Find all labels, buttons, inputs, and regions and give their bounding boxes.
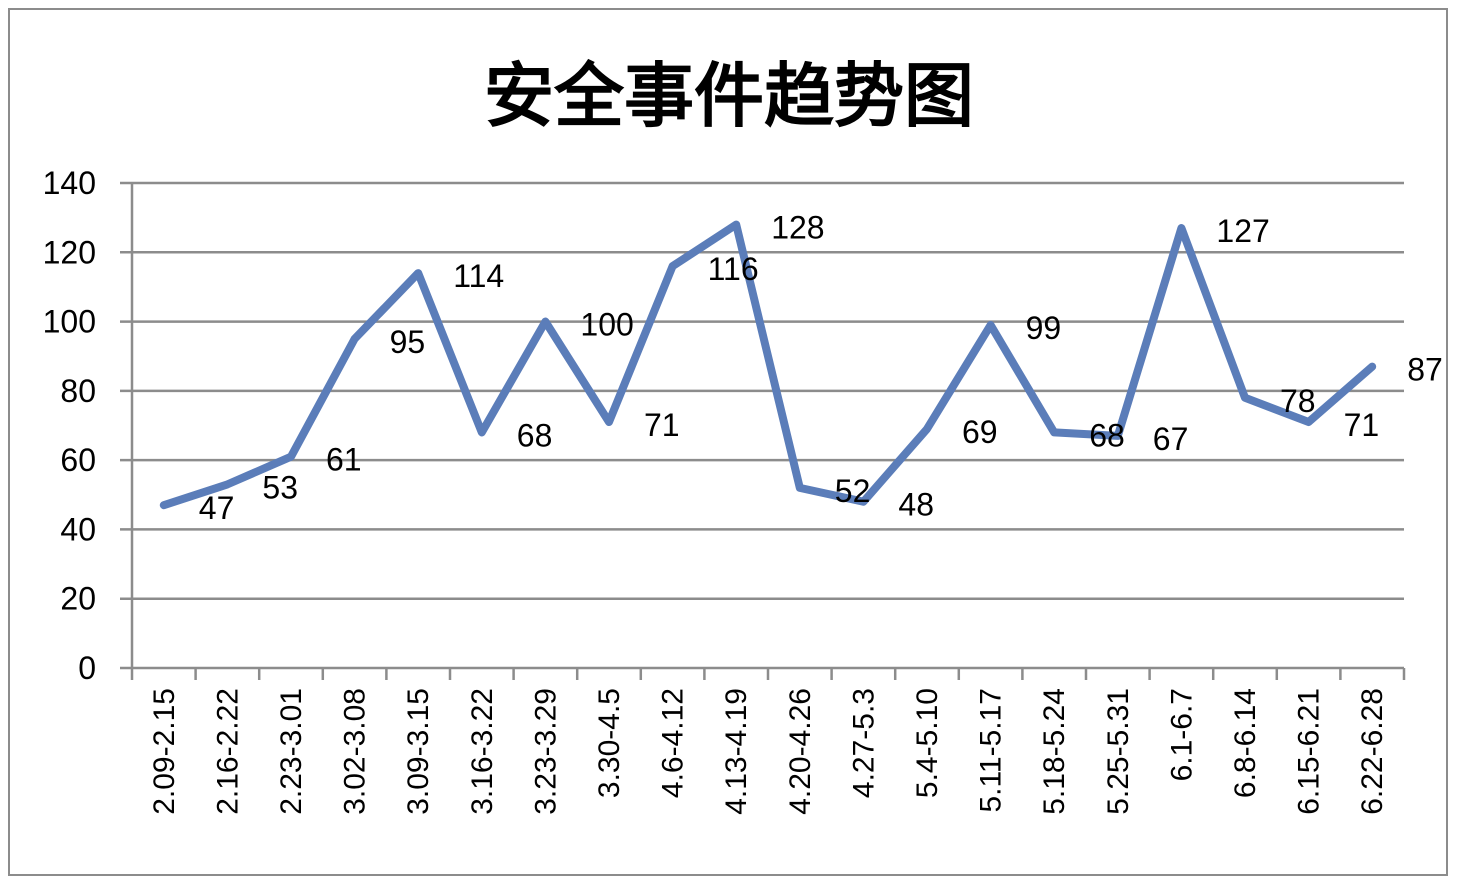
y-tick-label: 60	[60, 442, 96, 478]
data-label: 78	[1280, 383, 1316, 419]
x-tick-label: 3.02-3.08	[339, 688, 372, 815]
x-tick-label: 2.23-3.01	[275, 688, 308, 815]
y-tick-label: 140	[43, 165, 96, 201]
data-label: 48	[898, 487, 934, 523]
x-tick-label: 5.18-5.24	[1038, 688, 1071, 815]
x-tick-label: 5.4-5.10	[911, 688, 944, 798]
x-tick-label: 3.09-3.15	[402, 688, 435, 815]
data-label: 69	[962, 414, 998, 450]
x-tick-label: 4.27-5.3	[847, 688, 880, 798]
data-label: 47	[199, 490, 235, 526]
data-label: 87	[1407, 352, 1443, 388]
data-label: 116	[708, 251, 759, 287]
x-tick-label: 2.09-2.15	[148, 688, 181, 815]
data-label: 127	[1216, 213, 1269, 249]
x-tick-label: 4.20-4.26	[784, 688, 817, 815]
x-tick-label: 6.1-6.7	[1165, 688, 1198, 781]
data-label: 68	[517, 417, 553, 453]
data-label: 67	[1153, 421, 1189, 457]
data-label: 71	[1344, 407, 1380, 443]
series-line	[159, 220, 1377, 510]
x-tick-label: 5.11-5.17	[975, 688, 1008, 813]
x-tick-label: 4.6-4.12	[657, 688, 690, 798]
y-tick-label: 80	[60, 373, 96, 409]
x-tick-label: 3.23-3.29	[529, 688, 562, 815]
data-label: 53	[262, 469, 298, 505]
y-tick-label: 120	[43, 234, 96, 270]
data-label: 52	[835, 473, 871, 509]
data-label: 71	[644, 407, 680, 443]
data-label: 61	[326, 442, 362, 478]
y-tick-label: 0	[78, 650, 96, 686]
x-tick-label: 6.15-6.21	[1293, 688, 1326, 815]
data-label: 68	[1089, 417, 1125, 453]
data-label: 128	[771, 210, 824, 246]
chart-frame	[8, 8, 1448, 876]
x-tick-label: 3.16-3.22	[466, 688, 499, 815]
data-label: 114	[453, 258, 504, 294]
y-tick-label: 100	[43, 304, 96, 340]
data-label: 95	[390, 324, 426, 360]
y-tick-label: 40	[60, 511, 96, 547]
data-label: 99	[1026, 310, 1062, 346]
x-tick-label: 6.8-6.14	[1229, 688, 1262, 798]
x-tick-label: 4.13-4.19	[720, 688, 753, 815]
data-label: 100	[580, 307, 633, 343]
x-tick-label: 6.22-6.28	[1356, 688, 1389, 815]
y-tick-label: 20	[60, 581, 96, 617]
x-tick-label: 5.25-5.31	[1102, 688, 1135, 815]
x-tick-label: 3.30-4.5	[593, 688, 626, 798]
x-tick-label: 2.16-2.22	[211, 688, 244, 815]
chart-title: 安全事件趋势图	[484, 55, 974, 137]
